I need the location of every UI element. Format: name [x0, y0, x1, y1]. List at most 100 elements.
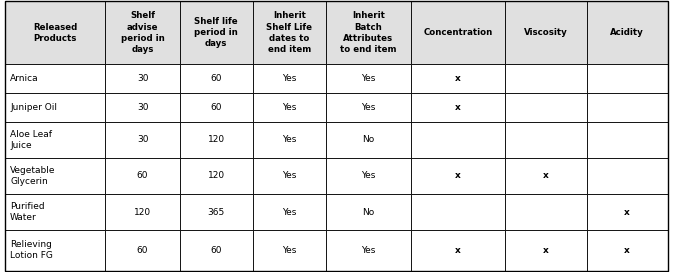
Text: Yes: Yes — [361, 246, 376, 255]
Text: Yes: Yes — [282, 74, 296, 83]
Text: Yes: Yes — [361, 103, 376, 112]
Bar — [180, 158, 252, 194]
Bar — [326, 93, 411, 122]
Bar — [587, 1, 668, 64]
Text: Yes: Yes — [282, 208, 296, 217]
Text: Acidity: Acidity — [610, 28, 644, 37]
Text: Aloe Leaf
Juice: Aloe Leaf Juice — [10, 130, 52, 150]
Bar — [505, 93, 587, 122]
Bar — [252, 158, 326, 194]
Text: Released
Products: Released Products — [33, 23, 77, 43]
Bar — [5, 158, 106, 194]
Bar — [326, 194, 411, 230]
Bar — [587, 64, 668, 93]
Bar — [180, 194, 252, 230]
Bar — [505, 194, 587, 230]
Bar — [587, 93, 668, 122]
Bar — [252, 1, 326, 64]
Text: x: x — [543, 171, 549, 180]
Bar — [505, 122, 587, 158]
Bar — [326, 64, 411, 93]
Text: 30: 30 — [137, 74, 148, 83]
Text: x: x — [624, 208, 630, 217]
Bar — [5, 93, 106, 122]
Text: Vegetable
Glycerin: Vegetable Glycerin — [10, 166, 56, 186]
Bar — [411, 230, 505, 271]
Text: x: x — [543, 246, 549, 255]
Text: Yes: Yes — [361, 171, 376, 180]
Bar — [106, 64, 180, 93]
Bar — [106, 93, 180, 122]
Text: 60: 60 — [211, 74, 222, 83]
Bar — [411, 93, 505, 122]
Bar — [252, 122, 326, 158]
Text: x: x — [455, 246, 461, 255]
Bar — [411, 1, 505, 64]
Text: Yes: Yes — [282, 135, 296, 144]
Bar — [326, 122, 411, 158]
Text: 120: 120 — [134, 208, 151, 217]
Text: No: No — [362, 135, 374, 144]
Text: Arnica: Arnica — [10, 74, 39, 83]
Text: 30: 30 — [137, 103, 148, 112]
Text: 120: 120 — [208, 135, 225, 144]
Bar — [106, 194, 180, 230]
Text: Inherit
Batch
Attributes
to end item: Inherit Batch Attributes to end item — [340, 11, 396, 54]
Text: No: No — [362, 208, 374, 217]
Bar — [5, 194, 106, 230]
Bar — [180, 1, 252, 64]
Bar — [180, 230, 252, 271]
Text: Yes: Yes — [282, 171, 296, 180]
Bar — [5, 122, 106, 158]
Bar — [180, 122, 252, 158]
Bar — [505, 1, 587, 64]
Text: Viscosity: Viscosity — [524, 28, 568, 37]
Bar — [106, 122, 180, 158]
Text: Yes: Yes — [282, 246, 296, 255]
Bar — [411, 158, 505, 194]
Bar — [411, 122, 505, 158]
Bar — [252, 64, 326, 93]
Bar — [106, 230, 180, 271]
Text: 60: 60 — [137, 246, 148, 255]
Text: Relieving
Lotion FG: Relieving Lotion FG — [10, 240, 53, 261]
Text: Concentration: Concentration — [423, 28, 493, 37]
Text: 60: 60 — [211, 246, 222, 255]
Bar — [505, 158, 587, 194]
Bar — [252, 230, 326, 271]
Text: 120: 120 — [208, 171, 225, 180]
Bar — [5, 64, 106, 93]
Text: Shelf life
period in
days: Shelf life period in days — [194, 17, 238, 48]
Text: x: x — [455, 171, 461, 180]
Bar — [180, 93, 252, 122]
Text: x: x — [455, 103, 461, 112]
Bar — [252, 93, 326, 122]
Text: 365: 365 — [207, 208, 225, 217]
Bar — [326, 1, 411, 64]
Text: Yes: Yes — [282, 103, 296, 112]
Text: Inherit
Shelf Life
dates to
end item: Inherit Shelf Life dates to end item — [267, 11, 312, 54]
Bar — [587, 122, 668, 158]
Text: x: x — [624, 246, 630, 255]
Text: Shelf
advise
period in
days: Shelf advise period in days — [120, 11, 164, 54]
Bar — [587, 194, 668, 230]
Bar — [326, 230, 411, 271]
Bar — [252, 194, 326, 230]
Bar — [326, 158, 411, 194]
Bar — [106, 158, 180, 194]
Bar — [505, 64, 587, 93]
Bar — [411, 64, 505, 93]
Text: 60: 60 — [137, 171, 148, 180]
Bar — [106, 1, 180, 64]
Text: 30: 30 — [137, 135, 148, 144]
Bar — [587, 158, 668, 194]
Text: Yes: Yes — [361, 74, 376, 83]
Text: Purified
Water: Purified Water — [10, 202, 44, 222]
Bar — [411, 194, 505, 230]
Bar — [5, 230, 106, 271]
Text: x: x — [455, 74, 461, 83]
Text: Juniper Oil: Juniper Oil — [10, 103, 57, 112]
Bar — [180, 64, 252, 93]
Bar — [5, 1, 106, 64]
Text: 60: 60 — [211, 103, 222, 112]
